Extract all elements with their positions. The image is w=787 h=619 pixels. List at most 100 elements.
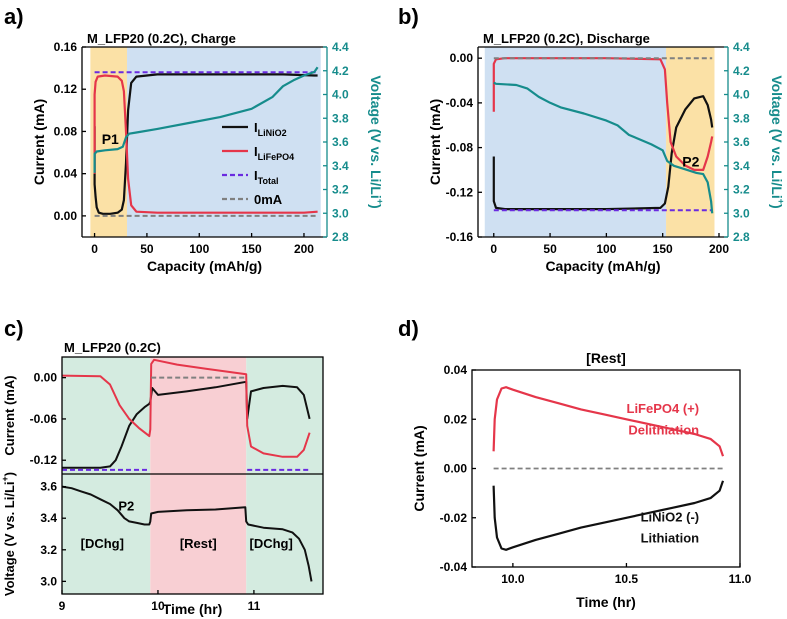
y2-label-sup: + xyxy=(375,199,385,204)
y2-axis-label: Voltage (V vs. Li/Li+) xyxy=(769,75,786,208)
series-voltage xyxy=(493,81,714,214)
legend-entry: 0mA xyxy=(254,192,283,207)
y-tick-label: 0.00 xyxy=(54,209,78,223)
annotation-label: P2 xyxy=(682,154,699,170)
voltage-label-end: ) xyxy=(2,472,17,476)
region-label: P2 xyxy=(118,498,134,513)
y2-tick-label: 3.4 xyxy=(332,159,349,173)
y2-tick-label: 3.2 xyxy=(733,183,750,197)
panel-label: c) xyxy=(4,316,24,341)
chart-title: M_LFP20 (0.2C) xyxy=(64,340,161,355)
y-tick-label: -0.06 xyxy=(30,412,58,426)
series-i-linio2 xyxy=(62,380,311,469)
y-tick-label: 3.6 xyxy=(40,480,57,494)
y-axis-label: Current (mA) xyxy=(411,425,427,511)
shaded-region xyxy=(246,357,323,594)
series-i-lifepo4 xyxy=(93,74,318,214)
y2-tick-label: 2.8 xyxy=(332,230,349,244)
x-tick-label: 50 xyxy=(140,242,154,256)
chart-title: [Rest] xyxy=(586,350,626,366)
annotation-label: Delithiation xyxy=(628,423,699,438)
y-axis-label: Current (mA) xyxy=(31,99,47,185)
y2-tick-label: 4.2 xyxy=(733,64,750,78)
panel-c: 9 10 11 0.00 -0.06 -0.12 3.0 3.2 3.4 3.6 P2 [DChg] [… xyxy=(0,316,324,617)
x-axis-label: Capacity (mAh/g) xyxy=(545,258,660,274)
y-tick-label: 3.0 xyxy=(40,574,57,588)
y2-tick-label: 4.0 xyxy=(332,88,349,102)
y2-tick-label: 4.2 xyxy=(332,64,349,78)
x-tick-label: 11.0 xyxy=(729,572,752,586)
x-tick-label: 50 xyxy=(543,242,557,256)
legend-subscript: LiNiO2 xyxy=(258,128,287,138)
series-voltage xyxy=(61,485,313,582)
x-tick-label: 200 xyxy=(709,242,729,256)
y-axis-label: Current (mA) xyxy=(427,99,443,185)
y2-label-sup: + xyxy=(776,199,786,204)
y2-tick-label: 3.0 xyxy=(332,206,349,220)
series-i-linio2 xyxy=(93,73,318,215)
annotation-label: LiNiO2 (-) xyxy=(641,509,700,524)
chart-title: M_LFP20 (0.2C), Discharge xyxy=(483,31,650,46)
y-tick-label: -0.04 xyxy=(440,560,468,574)
region-label: [DChg] xyxy=(250,536,293,551)
x-axis-label: Time (hr) xyxy=(163,601,223,617)
x-tick-label: 100 xyxy=(189,242,209,256)
y-tick-label: 0.16 xyxy=(54,40,78,54)
y2-tick-label: 3.2 xyxy=(332,183,349,197)
x-tick-label: 0 xyxy=(490,242,497,256)
y-tick-label: 0.00 xyxy=(450,51,474,65)
y-axis-label-current: Current (mA) xyxy=(2,375,17,455)
legend-entry: ILiFePO4 xyxy=(254,144,294,162)
y-tick-label: -0.08 xyxy=(446,141,474,155)
y-tick-label: 0.12 xyxy=(54,82,78,96)
legend-subscript: Total xyxy=(258,176,279,186)
y2-tick-label: 3.6 xyxy=(733,135,750,149)
legend-subscript: LiFePO4 xyxy=(258,152,295,162)
legend-entry: ITotal xyxy=(254,168,278,186)
shaded-region xyxy=(484,47,667,237)
panel-d: 10.0 10.5 11.0 0.04 0.02 0.00 -0.02 -0.04 LiFePO… xyxy=(398,316,752,610)
plot-frame xyxy=(61,356,324,595)
shaded-region xyxy=(150,357,247,594)
y-tick-label: 0.00 xyxy=(34,371,58,385)
legend-name: I xyxy=(254,168,258,183)
annotation-label: P1 xyxy=(102,131,119,147)
y-tick-label: 0.04 xyxy=(54,167,78,181)
region-label: [Rest] xyxy=(180,536,217,551)
shaded-region xyxy=(127,47,321,237)
y2-label-end: ) xyxy=(769,204,785,209)
panel-label: d) xyxy=(398,316,419,341)
y2-label-end: ) xyxy=(368,204,384,209)
y2-tick-label: 3.4 xyxy=(733,159,750,173)
x-tick-label: 11 xyxy=(248,599,261,613)
y-tick-label: 0.04 xyxy=(444,363,468,377)
x-tick-label: 0 xyxy=(91,242,98,256)
panel-a: 0 50 100 150 200 0.00 0.04 0.08 0.12 0.16 2.8 3.0 3.… xyxy=(4,4,385,274)
y2-tick-label: 4.4 xyxy=(733,40,750,54)
y2-tick-label: 3.0 xyxy=(733,206,750,220)
y-tick-label: 0.00 xyxy=(444,462,468,476)
x-tick-label: 200 xyxy=(294,242,314,256)
y2-tick-label: 3.8 xyxy=(332,111,349,125)
shaded-region xyxy=(62,357,151,594)
y-tick-label: -0.12 xyxy=(30,453,58,467)
x-tick-label: 150 xyxy=(653,242,673,256)
y2-tick-label: 4.4 xyxy=(332,40,349,54)
x-axis-label: Time (hr) xyxy=(576,594,636,610)
y-tick-label: 0.08 xyxy=(54,124,78,138)
panel-label: a) xyxy=(4,4,24,29)
y2-tick-label: 4.0 xyxy=(733,88,750,102)
y-tick-label: 3.2 xyxy=(40,543,57,557)
series-voltage xyxy=(93,66,319,173)
y-tick-label: -0.02 xyxy=(440,511,468,525)
y-tick-label: 3.4 xyxy=(40,511,57,525)
annotation-label: Lithiation xyxy=(641,530,700,545)
x-tick-label: 150 xyxy=(242,242,262,256)
y2-tick-label: 3.8 xyxy=(733,111,750,125)
series-i-linio2 xyxy=(492,95,714,211)
series-linio2 xyxy=(492,480,725,551)
y2-tick-label: 3.6 xyxy=(332,135,349,149)
y-tick-label: -0.16 xyxy=(446,230,474,244)
y-tick-label: -0.12 xyxy=(446,185,474,199)
